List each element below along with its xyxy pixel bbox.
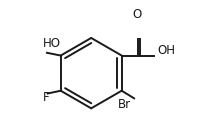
Text: OH: OH xyxy=(158,44,175,57)
Text: F: F xyxy=(43,91,50,104)
Text: HO: HO xyxy=(43,37,61,50)
Text: Br: Br xyxy=(118,98,131,111)
Text: O: O xyxy=(133,8,142,21)
